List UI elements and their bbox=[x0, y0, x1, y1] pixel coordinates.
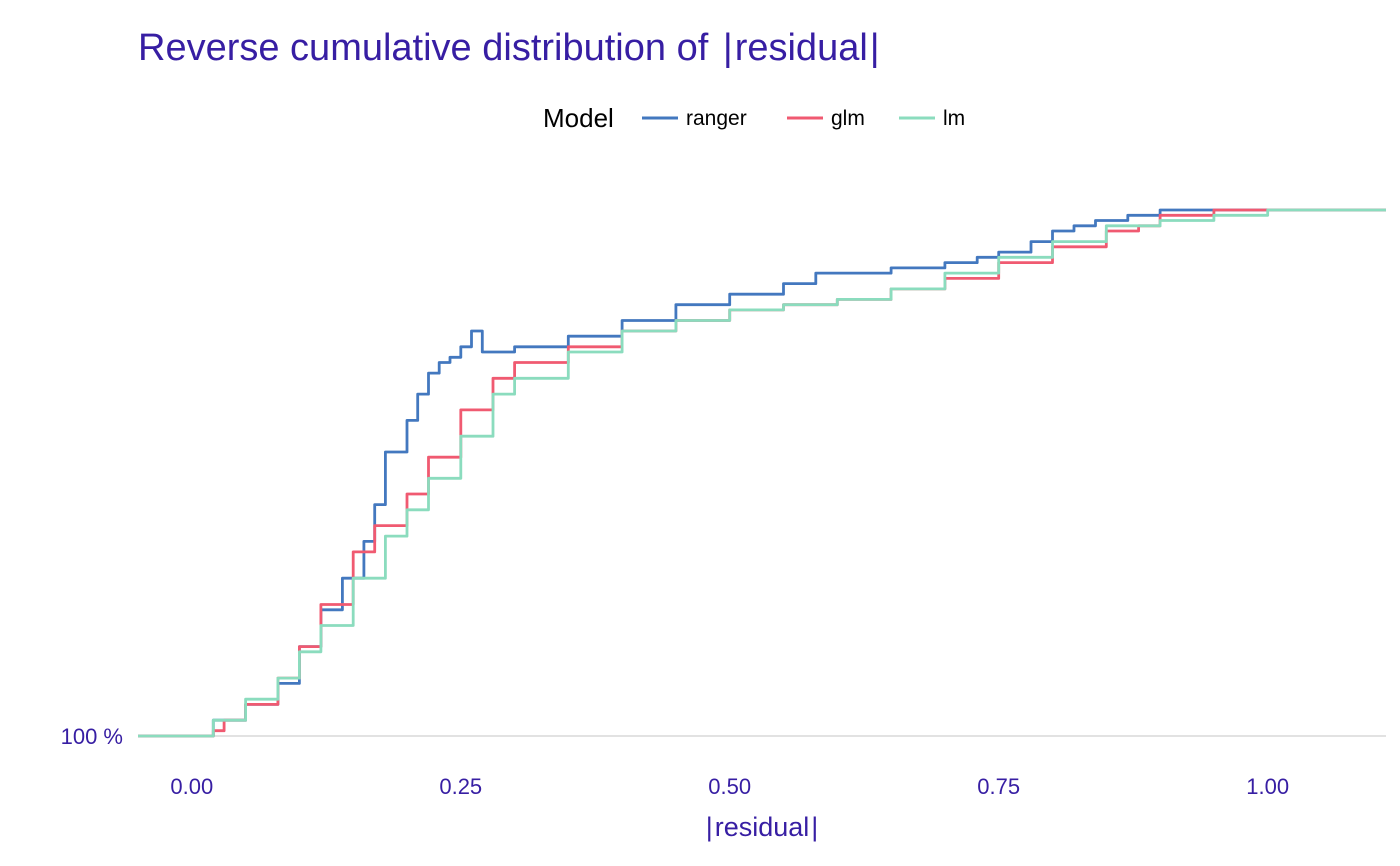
series-layer bbox=[138, 208, 1386, 738]
x-axis: 0.00 0.25 0.50 0.75 1.00 bbox=[170, 774, 1289, 799]
legend-label-glm: glm bbox=[831, 107, 865, 130]
legend-label-lm: lm bbox=[943, 107, 965, 130]
x-tick-label: 0.50 bbox=[708, 774, 751, 799]
y-axis: 100 % bbox=[61, 724, 123, 749]
x-tick-label: 0.25 bbox=[439, 774, 482, 799]
chart-title: Reverse cumulative distribution of |resi… bbox=[138, 27, 880, 69]
series-line-ranger bbox=[138, 208, 1386, 738]
series-line-lm bbox=[138, 208, 1386, 738]
y-tick-label: 100 % bbox=[61, 724, 123, 749]
legend-title: Model bbox=[543, 103, 614, 133]
legend: Model ranger glm lm bbox=[543, 103, 965, 133]
x-tick-label: 1.00 bbox=[1246, 774, 1289, 799]
x-tick-label: 0.00 bbox=[170, 774, 213, 799]
x-axis-label: |residual| bbox=[706, 812, 819, 842]
plot-area bbox=[138, 208, 1386, 738]
x-tick-label: 0.75 bbox=[977, 774, 1020, 799]
series-line-glm bbox=[138, 208, 1386, 738]
legend-label-ranger: ranger bbox=[686, 107, 747, 130]
